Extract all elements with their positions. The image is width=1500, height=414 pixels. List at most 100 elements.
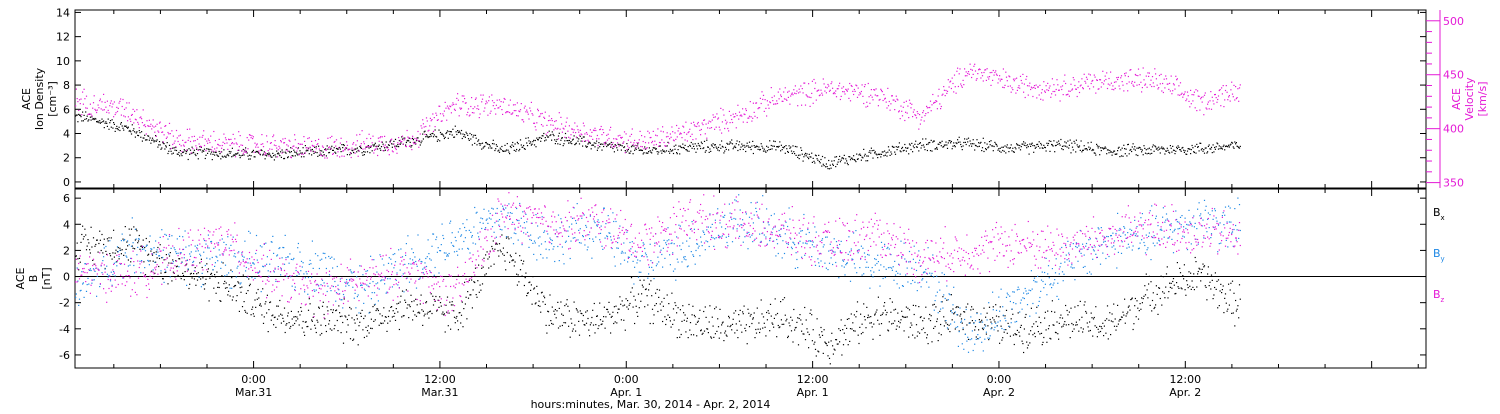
bx-series-point: [1046, 342, 1047, 343]
velocity-series-point: [1161, 90, 1162, 91]
density-series-point: [928, 144, 929, 145]
by-series-point: [261, 291, 262, 292]
bx-series-point: [968, 339, 969, 340]
velocity-series-point: [962, 87, 963, 88]
density-series-point: [702, 143, 703, 144]
density-series-point: [796, 155, 797, 156]
bx-series-point: [1223, 285, 1224, 286]
bx-series-point: [848, 344, 849, 345]
bx-series-point: [445, 305, 446, 306]
density-series-point: [1072, 147, 1073, 148]
velocity-series-point: [879, 99, 880, 100]
bx-series-point: [901, 311, 902, 312]
velocity-series-point: [619, 135, 620, 136]
bx-series-point: [1063, 324, 1064, 325]
bx-series-point: [491, 246, 492, 247]
bx-series-point: [259, 305, 260, 306]
density-series-point: [1022, 144, 1023, 145]
velocity-series-point: [99, 100, 100, 101]
bx-series-point: [413, 311, 414, 312]
velocity-series-point: [384, 136, 385, 137]
bx-series-point: [677, 337, 678, 338]
bx-series-point: [122, 249, 123, 250]
bx-series-point: [1108, 338, 1109, 339]
by-series: [75, 194, 1241, 353]
by-series-point: [113, 271, 114, 272]
bx-series-point: [987, 325, 988, 326]
density-tick-label: 10: [56, 55, 70, 68]
by-series-point: [314, 291, 315, 292]
velocity-series-point: [623, 141, 624, 142]
density-series-point: [913, 146, 914, 147]
by-series-point: [367, 270, 368, 271]
density-series-point: [158, 144, 159, 145]
bx-series-point: [808, 347, 809, 348]
velocity-series-point: [714, 129, 715, 130]
bx-series-point: [1133, 329, 1134, 330]
by-series-point: [203, 252, 204, 253]
velocity-series-point: [80, 103, 81, 104]
density-series-point: [706, 140, 707, 141]
density-series-point: [160, 149, 161, 150]
density-series-point: [261, 150, 262, 151]
by-series-point: [277, 254, 278, 255]
density-series-point: [461, 130, 462, 131]
bx-series-point: [1049, 325, 1050, 326]
density-series-point: [389, 145, 390, 146]
velocity-series-point: [657, 135, 658, 136]
bx-series-point: [445, 331, 446, 332]
bx-series-point: [1069, 312, 1070, 313]
density-series-point: [744, 145, 745, 146]
bx-series-point: [845, 339, 846, 340]
density-series-point: [768, 149, 769, 150]
bx-series-point: [415, 299, 416, 300]
velocity-series-point: [1108, 78, 1109, 79]
bx-series-point: [907, 308, 908, 309]
velocity-series-point: [652, 141, 653, 142]
bx-series-point: [987, 313, 988, 314]
bx-series-point: [824, 329, 825, 330]
bx-series-point: [101, 234, 102, 235]
bx-series-point: [967, 303, 968, 304]
velocity-series-point: [300, 144, 301, 145]
density-series-point: [841, 160, 842, 161]
density-series-point: [138, 135, 139, 136]
bx-series-point: [607, 309, 608, 310]
velocity-series-point: [799, 91, 800, 92]
density-series-point: [242, 155, 243, 156]
density-series-point: [994, 146, 995, 147]
velocity-series-point: [121, 115, 122, 116]
bx-series-point: [1075, 325, 1076, 326]
density-series-point: [521, 144, 522, 145]
velocity-series-point: [373, 152, 374, 153]
bx-series-point: [960, 314, 961, 315]
by-series-point: [351, 271, 352, 272]
velocity-series-point: [695, 138, 696, 139]
velocity-series-point: [104, 109, 105, 110]
bx-series-point: [609, 314, 610, 315]
density-series-point: [525, 149, 526, 150]
density-series-point: [449, 134, 450, 135]
velocity-series-point: [981, 72, 982, 73]
velocity-series-point: [1197, 90, 1198, 91]
velocity-series-point: [1196, 110, 1197, 111]
bx-series-point: [268, 309, 269, 310]
density-series-point: [638, 148, 639, 149]
velocity-series-point: [699, 130, 700, 131]
bx-series-point: [1032, 326, 1033, 327]
bx-series-point: [381, 323, 382, 324]
by-series-point: [292, 259, 293, 260]
bx-series-point: [337, 330, 338, 331]
by-series-point: [342, 307, 343, 308]
density-series-point: [601, 143, 602, 144]
density-series-point: [556, 141, 557, 142]
by-series-point: [148, 261, 149, 262]
density-series-point: [392, 147, 393, 148]
bx-series-point: [735, 310, 736, 311]
density-series-point: [447, 130, 448, 131]
bx-series-point: [1165, 287, 1166, 288]
bx-series-point: [900, 319, 901, 320]
density-series-point: [1178, 147, 1179, 148]
velocity-series-point: [490, 113, 491, 114]
density-series-point: [1161, 148, 1162, 149]
